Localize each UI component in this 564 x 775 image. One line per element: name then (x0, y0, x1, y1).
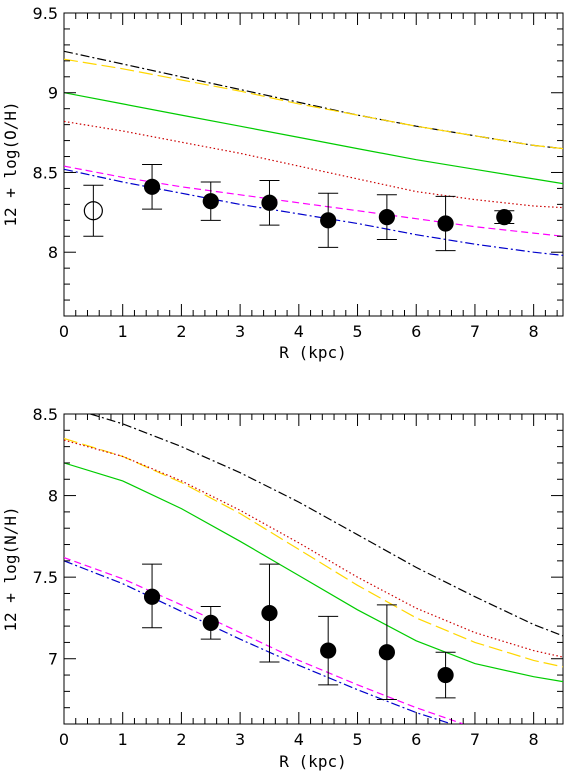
filled-marker (320, 642, 337, 659)
x-tick-label: 5 (352, 730, 362, 749)
y-tick-label: 7 (48, 650, 58, 669)
y-axis-label: 12 + log(N/H) (1, 506, 20, 631)
model-curve-4 (64, 462, 563, 683)
x-tick-label: 2 (176, 322, 186, 341)
data-point (318, 192, 339, 248)
x-tick-label: 7 (470, 730, 480, 749)
data-point (200, 606, 221, 640)
x-tick-label: 8 (529, 730, 539, 749)
x-tick-label: 4 (294, 322, 304, 341)
model-curve-2 (64, 437, 563, 668)
x-tick-label: 3 (235, 322, 245, 341)
data-point (376, 604, 397, 701)
data-point (142, 563, 163, 629)
data-points (83, 164, 515, 252)
x-tick-label: 1 (118, 730, 128, 749)
filled-marker (437, 215, 454, 232)
model-curve-1 (90, 414, 563, 637)
data-points (142, 563, 456, 701)
filled-marker (378, 209, 395, 226)
x-axis-label: R (kpc) (279, 343, 346, 362)
x-tick-label: 2 (176, 730, 186, 749)
data-point (259, 179, 280, 226)
data-point (435, 651, 456, 699)
y-axis-label: 12 + log(O/H) (1, 101, 20, 226)
data-point (142, 164, 163, 210)
model-curve-1 (64, 50, 563, 150)
filled-marker (143, 588, 161, 605)
filled-marker (261, 194, 278, 211)
model-curve-2 (64, 58, 563, 150)
x-tick-label: 0 (59, 730, 69, 749)
data-point (376, 194, 397, 240)
y-tick-label: 8 (48, 243, 58, 262)
filled-marker (320, 212, 337, 229)
filled-marker (496, 209, 513, 226)
x-tick-label: 1 (118, 322, 128, 341)
y-tick-label: 8.5 (33, 405, 58, 424)
data-point (259, 563, 280, 663)
y-tick-label: 8.5 (33, 163, 58, 182)
model-curve-4 (64, 120, 563, 209)
filled-marker (261, 604, 278, 622)
x-tick-label: 7 (470, 322, 480, 341)
nh-abundance-panel: 0 1 2 3 4 5 6 7 8 7 7.5 8 8.5 R (kpc) 12 + log(N/H) (1, 405, 564, 771)
filled-marker (202, 193, 219, 210)
axes-ticks: 0 1 2 3 4 5 6 7 8 8 8.5 9 9.5 (33, 4, 563, 341)
model-curves (64, 50, 563, 256)
x-tick-label: 5 (352, 322, 362, 341)
oh-abundance-panel: 0 1 2 3 4 5 6 7 8 8 8.5 9 9.5 R (kpc) 12 + log(O/H) (1, 4, 564, 362)
y-tick-label: 8 (48, 487, 58, 506)
x-tick-label: 3 (235, 730, 245, 749)
model-curve-3 (64, 439, 563, 658)
y-tick-label: 9 (48, 84, 58, 103)
data-point (83, 184, 104, 237)
filled-marker (378, 644, 395, 661)
filled-marker (202, 614, 219, 631)
y-tick-label: 9.5 (33, 4, 58, 23)
plot-frame (63, 12, 564, 317)
model-curve-3 (64, 92, 563, 185)
plot-frame (63, 413, 564, 725)
x-tick-label: 8 (529, 322, 539, 341)
y-tick-label: 7.5 (33, 568, 58, 587)
axes-ticks: 0 1 2 3 4 5 6 7 8 7 7.5 8 8.5 (33, 405, 563, 749)
x-tick-label: 4 (294, 730, 304, 749)
model-curve-5 (64, 557, 464, 724)
open-marker (83, 201, 103, 221)
model-curve-6 (64, 168, 563, 256)
x-axis-label: R (kpc) (279, 752, 346, 771)
model-curves (64, 414, 563, 724)
filled-marker (437, 666, 454, 684)
x-tick-label: 0 (59, 322, 69, 341)
data-point (494, 209, 515, 226)
data-point (200, 181, 221, 221)
data-point (435, 195, 456, 252)
x-tick-label: 6 (411, 730, 421, 749)
data-point (318, 615, 339, 686)
filled-marker (143, 178, 161, 195)
x-tick-label: 6 (411, 322, 421, 341)
model-curve-5 (64, 165, 563, 237)
